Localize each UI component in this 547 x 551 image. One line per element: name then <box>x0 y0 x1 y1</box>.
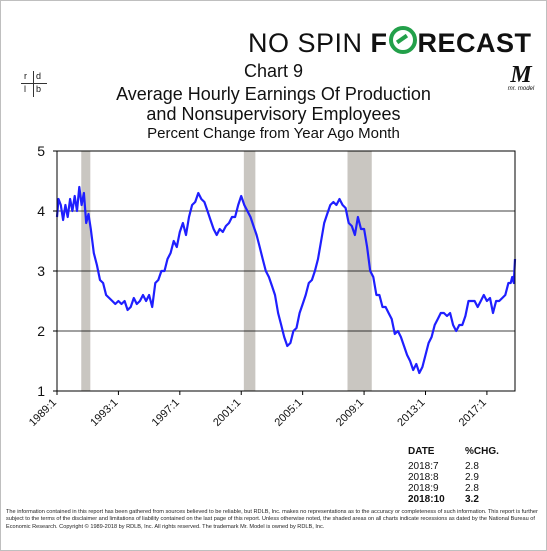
chart-title-line-1: Chart 9 <box>243 61 304 81</box>
x-tick-label: 2009:1 <box>334 397 366 429</box>
brand-light-text: NO SPIN <box>248 28 363 58</box>
y-axis-ticks: 1 2 3 4 5 <box>37 143 57 399</box>
table-cell-chg: 2.8 <box>465 461 479 472</box>
mr-model-logo: M mr. model <box>505 62 537 92</box>
chart-title-line-3: and Nonsupervisory Employees <box>146 104 401 124</box>
x-axis-ticks: 1989:1 1993:1 1997:1 2001:1 2005:1 2009:1 2013… <box>27 391 489 429</box>
series-layer <box>55 185 517 375</box>
table-cell-chg: 2.8 <box>465 483 479 494</box>
table-cell-date: 2018:7 <box>408 461 439 472</box>
brand-bold-post: RECAST <box>417 28 532 58</box>
table-header-chg: %CHG. <box>465 446 499 457</box>
mr-model-mark: M <box>510 62 532 88</box>
x-tick-label: 1993:1 <box>88 397 120 429</box>
chart-subtitle: Percent Change from Year Ago Month <box>147 125 400 142</box>
table-header-date: DATE <box>408 446 435 457</box>
mr-model-text: mr. model <box>507 86 535 92</box>
x-tick-label: 2005:1 <box>272 397 304 429</box>
x-tick-label: 1997:1 <box>150 397 182 429</box>
table-cell-chg: 2.9 <box>465 472 479 483</box>
y-tick-label: 4 <box>37 203 45 219</box>
rdlb-letter-r: r <box>24 71 27 81</box>
series-line <box>55 185 517 375</box>
rdlb-logo: r d l b <box>19 71 49 97</box>
y-tick-label: 2 <box>37 323 45 339</box>
brand-logo: NO SPIN F RECAST <box>248 26 532 59</box>
rdlb-letter-d: d <box>36 71 42 81</box>
rdlb-letter-b: b <box>36 84 42 94</box>
x-tick-label: 2001:1 <box>211 397 243 429</box>
table-cell-date: 2018:10 <box>408 494 445 505</box>
x-tick-label: 1989:1 <box>27 397 59 429</box>
table-cell-date: 2018:9 <box>408 483 439 494</box>
brand-bold-pre: F <box>370 28 388 58</box>
table-cell-chg: 3.2 <box>465 494 479 505</box>
table-cell-date: 2018:8 <box>408 472 439 483</box>
y-tick-label: 5 <box>37 143 45 159</box>
chart-title-line-2: Average Hourly Earnings Of Production <box>116 84 431 104</box>
forecast-o-icon <box>388 26 417 54</box>
x-tick-label: 2013:1 <box>395 397 427 429</box>
y-tick-label: 1 <box>37 383 45 399</box>
gridlines <box>57 210 515 332</box>
x-tick-label: 2017:1 <box>457 397 489 429</box>
disclaimer-text: The information contained in this report… <box>6 509 538 530</box>
y-tick-label: 3 <box>37 263 45 279</box>
rdlb-letter-l: l <box>24 84 26 94</box>
